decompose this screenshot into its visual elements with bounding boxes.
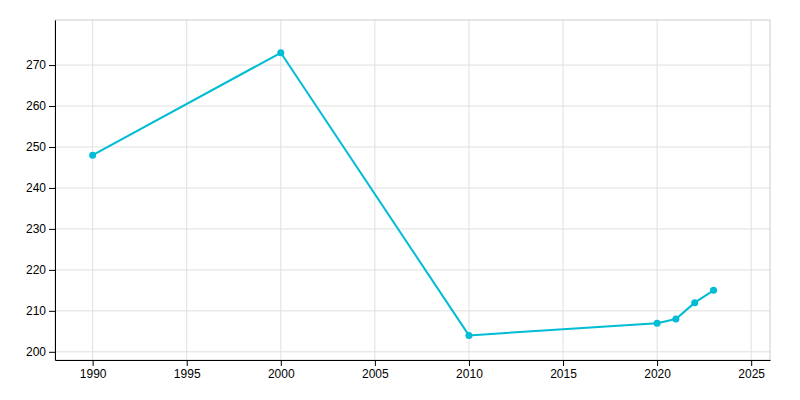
chart-container: 1990 1995 2000 2005 2010 2015 2020 2025 200 210 22…: [0, 0, 800, 400]
x-tick-mark: [187, 360, 188, 366]
y-tick: 270: [26, 58, 55, 72]
grid-line-y: [55, 65, 770, 66]
line: [93, 53, 714, 336]
x-tick-label: 2015: [550, 367, 577, 381]
y-tick-mark: [49, 188, 55, 189]
grid-line-x: [657, 20, 658, 360]
y-tick: 200: [26, 345, 55, 359]
grid-line-x: [374, 20, 375, 360]
grid: [55, 20, 770, 360]
y-axis-line: [55, 21, 56, 361]
x-tick: 2005: [362, 360, 389, 381]
y-tick-mark: [49, 352, 55, 353]
x-tick-mark: [281, 360, 282, 366]
y-tick-mark: [49, 311, 55, 312]
x-tick: 2025: [738, 360, 765, 381]
x-tick: 2015: [550, 360, 577, 381]
grid-line-y: [55, 351, 770, 352]
marks: [89, 49, 717, 339]
plot-frame: [55, 20, 770, 360]
y-tick-mark: [49, 270, 55, 271]
x-axis-line: [56, 360, 771, 361]
y-tick-label: 230: [26, 222, 46, 236]
grid-line-y: [55, 106, 770, 107]
x-tick-label: 1990: [80, 367, 107, 381]
y-axis: 200 210 220 230 240 250 260 270: [26, 21, 56, 361]
point: [89, 152, 96, 159]
y-tick: 220: [26, 263, 55, 277]
x-tick-mark: [751, 360, 752, 366]
y-tick-mark: [49, 229, 55, 230]
grid-line-x: [280, 20, 281, 360]
point: [654, 320, 661, 327]
grid-line-y: [55, 187, 770, 188]
x-tick: 1990: [80, 360, 107, 381]
grid-line-x: [468, 20, 469, 360]
x-tick-label: 2000: [268, 367, 295, 381]
y-tick-label: 200: [26, 345, 46, 359]
y-tick: 230: [26, 222, 55, 236]
x-axis: 1990 1995 2000 2005 2010 2015 2020 2025: [56, 360, 771, 381]
y-tick-label: 240: [26, 181, 46, 195]
y-tick-mark: [49, 106, 55, 107]
y-tick: 210: [26, 304, 55, 318]
x-tick-mark: [375, 360, 376, 366]
grid-line-y: [55, 146, 770, 147]
x-tick-label: 2010: [456, 367, 483, 381]
x-tick: 1995: [174, 360, 201, 381]
grid-line-y: [55, 269, 770, 270]
point: [691, 299, 698, 306]
grid-line-y: [55, 310, 770, 311]
y-tick-label: 220: [26, 263, 46, 277]
x-tick-mark: [469, 360, 470, 366]
x-tick-mark: [657, 360, 658, 366]
grid-line-x: [751, 20, 752, 360]
grid-line-x: [563, 20, 564, 360]
grid-line-x: [92, 20, 93, 360]
x-tick: 2020: [644, 360, 671, 381]
y-tick-label: 210: [26, 304, 46, 318]
chart-svg: 1990 1995 2000 2005 2010 2015 2020 2025 200 210 22…: [0, 0, 800, 400]
y-tick: 250: [26, 140, 55, 154]
point: [710, 287, 717, 294]
x-tick-label: 2020: [644, 367, 671, 381]
point: [672, 316, 679, 323]
y-tick: 260: [26, 99, 55, 113]
y-tick-label: 270: [26, 58, 46, 72]
plot-area: 1990 1995 2000 2005 2010 2015 2020 2025 200 210 22…: [26, 20, 771, 381]
x-tick-mark: [563, 360, 564, 366]
y-tick: 240: [26, 181, 55, 195]
x-tick-label: 2025: [738, 367, 765, 381]
y-tick-mark: [49, 65, 55, 66]
y-tick-label: 250: [26, 140, 46, 154]
grid-line-y: [55, 228, 770, 229]
point: [465, 332, 472, 339]
y-tick-mark: [49, 147, 55, 148]
x-tick: 2000: [268, 360, 295, 381]
x-tick-label: 1995: [174, 367, 201, 381]
point: [277, 49, 284, 56]
grid-line-x: [186, 20, 187, 360]
x-tick-label: 2005: [362, 367, 389, 381]
x-tick-mark: [93, 360, 94, 366]
x-tick: 2010: [456, 360, 483, 381]
y-tick-label: 260: [26, 99, 46, 113]
